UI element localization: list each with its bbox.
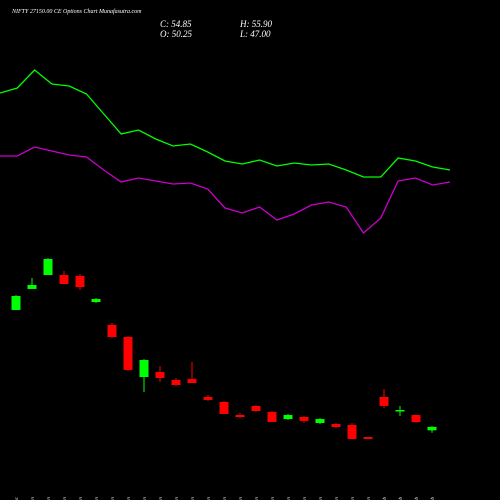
x-tick-label: 10 Jan bbox=[142, 497, 148, 500]
x-tick-label: 07 Jan bbox=[94, 497, 100, 500]
candle-body bbox=[91, 299, 101, 303]
x-tick-label: 09 Jan bbox=[126, 497, 132, 500]
x-tick-label: 24 Jan bbox=[301, 497, 308, 500]
x-tick-label: 15 Jan bbox=[190, 497, 196, 500]
candle-body bbox=[363, 437, 373, 439]
candle-body bbox=[11, 296, 21, 310]
candle-body bbox=[267, 411, 277, 423]
x-tick-label: 27 Jan bbox=[318, 497, 324, 500]
x-tick-label: 05 Feb bbox=[414, 497, 420, 500]
candle-body bbox=[315, 419, 325, 423]
x-tick-label: 14 Jan bbox=[173, 497, 180, 500]
x-tick-label: 16 Jan bbox=[206, 497, 212, 500]
candle-body bbox=[155, 372, 165, 378]
x-tick-label: 03 Feb bbox=[382, 497, 388, 500]
x-tick-label: 06 Jan bbox=[78, 497, 84, 500]
x-tick-label: 08 Jan bbox=[110, 497, 116, 500]
x-tick-label: 23 Jan bbox=[286, 497, 292, 500]
candle-body bbox=[43, 258, 53, 276]
candle-body bbox=[235, 414, 245, 417]
candle-body bbox=[379, 396, 389, 406]
x-tick-label: 21 Jan bbox=[254, 497, 260, 500]
candle-body bbox=[299, 417, 309, 421]
chart-title: NIFTY 27150.00 CE Options Chart Munafasu… bbox=[11, 8, 142, 15]
candle-body bbox=[251, 405, 261, 411]
x-tick-label: 29 Jan bbox=[350, 497, 356, 500]
indicator-line bbox=[0, 146, 451, 234]
candle-body bbox=[203, 396, 213, 400]
candle-body bbox=[171, 380, 181, 385]
readout-low: L: 47.00 bbox=[239, 29, 271, 39]
x-tick-label: 02 Jan bbox=[46, 497, 52, 500]
x-tick-label: 01 Jan bbox=[30, 497, 36, 500]
x-tick-label: 31 Dec bbox=[14, 496, 20, 500]
candle-body bbox=[411, 414, 421, 423]
x-tick-label: 04 Feb bbox=[397, 497, 404, 500]
candle-body bbox=[347, 425, 357, 439]
candle-body bbox=[59, 275, 69, 285]
x-tick-label: 22 Jan bbox=[270, 497, 276, 500]
readout-close: C: 54.85 bbox=[160, 19, 192, 29]
candle-body bbox=[187, 378, 197, 384]
candle-body bbox=[123, 336, 133, 370]
candle-body bbox=[219, 402, 229, 414]
candle-body bbox=[427, 426, 437, 431]
x-tick-label: 30 Jan bbox=[366, 497, 372, 500]
candle-body bbox=[331, 423, 341, 427]
candle-body bbox=[283, 414, 293, 420]
candle-body bbox=[139, 360, 149, 378]
candle-body bbox=[395, 410, 405, 412]
x-tick-label: 06 Feb bbox=[430, 497, 436, 500]
x-tick-label: 17 Jan bbox=[222, 497, 228, 500]
indicator-line bbox=[0, 69, 451, 178]
x-tick-label: 03 Jan bbox=[62, 497, 68, 500]
readout-high: H: 55.90 bbox=[239, 19, 272, 29]
readout-open: O: 50.25 bbox=[160, 29, 192, 39]
candle-body bbox=[75, 276, 85, 288]
candle-body bbox=[107, 324, 117, 337]
candle-body bbox=[27, 285, 37, 289]
x-tick-label: 20 Jan bbox=[238, 497, 244, 500]
x-tick-label: 28 Jan bbox=[334, 497, 340, 500]
x-tick-label: 13 Jan bbox=[158, 497, 164, 500]
